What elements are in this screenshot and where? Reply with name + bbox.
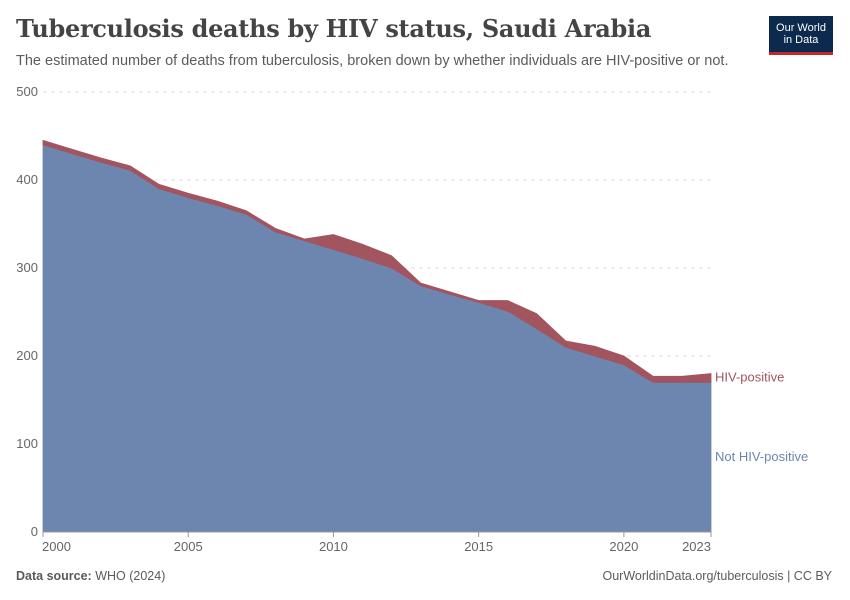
- series-labels: HIV-positive Not HIV-positive: [715, 370, 808, 465]
- axes: 0 100 200 300 400 500 2000 2005 2010 2015 2020 2023: [16, 84, 712, 554]
- y-tick-label: 200: [16, 348, 38, 363]
- series-label-hiv-positive: HIV-positive: [715, 370, 784, 385]
- area-not-hiv-positive[interactable]: [42, 144, 712, 533]
- chart-subtitle: The estimated number of deaths from tube…: [16, 53, 729, 69]
- x-tick-label: 2020: [609, 539, 638, 554]
- owid-logo[interactable]: Our World in Data: [769, 16, 833, 55]
- y-tick-label: 0: [31, 524, 38, 539]
- y-tick-label: 300: [16, 260, 38, 275]
- data-source-label: Data source:: [16, 569, 92, 583]
- x-tick-label: 2023: [682, 539, 711, 554]
- data-source: Data source: WHO (2024): [16, 569, 165, 583]
- logo-line-2: in Data: [783, 34, 819, 46]
- chart-title: Tuberculosis deaths by HIV status, Saudi…: [16, 14, 652, 43]
- x-tick-label: 2000: [42, 539, 71, 554]
- footer-url[interactable]: OurWorldinData.org/tuberculosis | CC BY: [602, 569, 833, 583]
- y-tick-label: 500: [16, 84, 38, 99]
- area-hiv-positive[interactable]: [42, 139, 712, 383]
- series-label-not-hiv-positive: Not HIV-positive: [715, 449, 808, 464]
- stacked-areas: [42, 139, 712, 533]
- x-tick-label: 2010: [319, 539, 348, 554]
- y-tick-label: 400: [16, 172, 38, 187]
- y-tick-label: 100: [16, 436, 38, 451]
- logo-line-1: Our World: [776, 22, 826, 34]
- data-source-value: WHO (2024): [95, 569, 166, 583]
- x-tick-label: 2005: [174, 539, 203, 554]
- x-tick-label: 2015: [464, 539, 493, 554]
